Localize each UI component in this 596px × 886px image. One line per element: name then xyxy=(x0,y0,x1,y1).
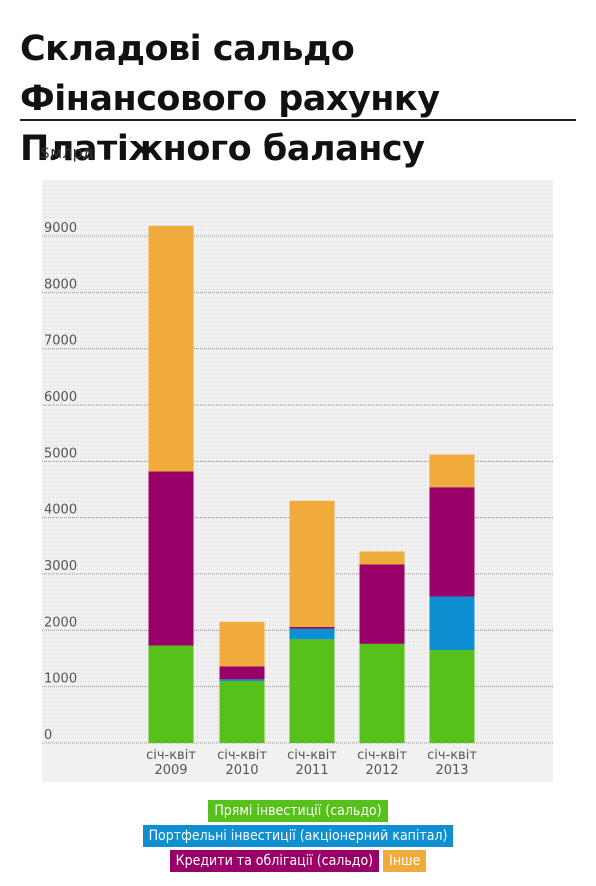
y-tick-label: 2000 xyxy=(44,615,77,630)
bar-segment-fdi xyxy=(289,639,335,743)
y-tick-label: 8000 xyxy=(44,277,77,292)
bar-segment-portfolio xyxy=(289,628,335,640)
y-tick-label: 4000 xyxy=(44,503,77,518)
bar-segment-loans xyxy=(148,471,194,646)
title-divider xyxy=(20,119,576,121)
legend-item-other: Інше xyxy=(383,850,427,872)
x-tick-label: січ-квіт xyxy=(146,748,196,763)
page-title: Складові сальдо Фінансового рахунку Плат… xyxy=(20,29,440,169)
legend-row: Портфельні інвестиції (акціонерний капіт… xyxy=(0,825,596,847)
bar-segment-other xyxy=(429,454,475,488)
bar-segment-loans xyxy=(429,487,475,597)
bar-segment-fdi xyxy=(148,645,194,743)
y-tick-label: 7000 xyxy=(44,334,77,349)
legend-item-fdi: Прямі інвестиції (сальдо) xyxy=(208,800,388,822)
x-tick-label: січ-квіт xyxy=(427,748,477,763)
bar-segment-loans xyxy=(289,626,335,629)
x-tick-label: січ-квіт xyxy=(357,748,407,763)
x-tick-label: 2013 xyxy=(435,763,468,778)
bar-segment-loans xyxy=(219,666,265,680)
x-label-band xyxy=(42,743,553,782)
bar-segment-other xyxy=(219,621,265,667)
bar-segment-other xyxy=(148,225,194,472)
x-axis-ticks: січ-квіт2009січ-квіт2010січ-квіт2011січ-… xyxy=(146,748,477,778)
bars xyxy=(148,225,475,743)
legend-row: Прямі інвестиції (сальдо) xyxy=(0,800,596,822)
y-tick-label: 5000 xyxy=(44,446,77,461)
y-axis-unit-label: $млрд xyxy=(40,143,94,162)
bar-segment-fdi xyxy=(429,650,475,743)
x-tick-label: 2010 xyxy=(225,763,258,778)
bar-segment-fdi xyxy=(359,643,405,743)
y-axis-ticks: 0 1000 2000 3000 4000 5000 6000 7000 8000 9000 xyxy=(44,221,77,743)
y-tick-label: 9000 xyxy=(44,221,77,236)
legend-item-loans: Кредити та облігації (сальдо) xyxy=(169,850,380,872)
bar-segment-other xyxy=(289,500,335,627)
bar-segment-loans xyxy=(359,564,405,644)
bar-segment-portfolio xyxy=(429,596,475,651)
bar-segment-fdi xyxy=(219,681,265,743)
legend-row: Кредити та облігації (сальдо) Інше xyxy=(0,850,596,872)
y-tick-label: 3000 xyxy=(44,559,77,574)
bar-segment-portfolio xyxy=(219,679,265,682)
legend-item-portfolio: Портфельні інвестиції (акціонерний капіт… xyxy=(142,825,454,847)
y-tick-label: 6000 xyxy=(44,390,77,405)
legend: Прямі інвестиції (сальдо) Портфельні інве… xyxy=(0,800,596,875)
y-tick-label: 1000 xyxy=(44,672,77,687)
bar-segment-other xyxy=(359,551,405,565)
y-tick-label: 0 xyxy=(44,728,52,743)
x-tick-label: січ-квіт xyxy=(217,748,267,763)
x-tick-label: 2012 xyxy=(365,763,398,778)
x-tick-label: січ-квіт xyxy=(287,748,337,763)
x-tick-label: 2011 xyxy=(295,763,328,778)
x-tick-label: 2009 xyxy=(154,763,187,778)
